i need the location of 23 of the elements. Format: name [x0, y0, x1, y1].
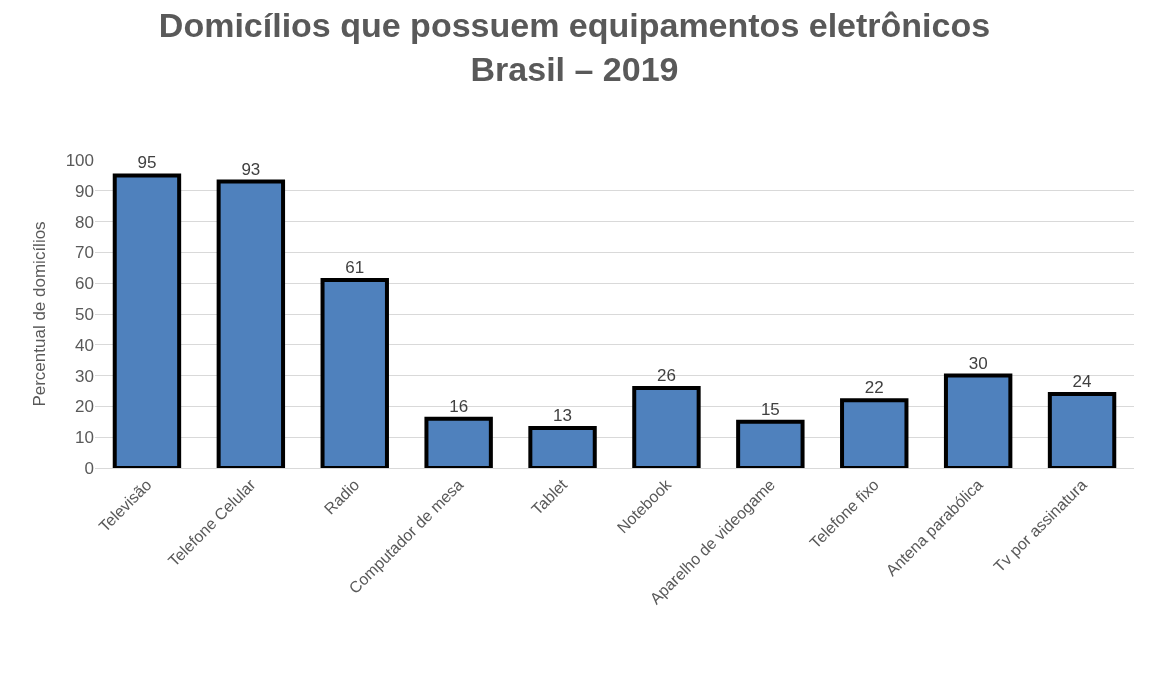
y-tick-label: 90 [75, 181, 94, 201]
data-label: 61 [345, 258, 365, 278]
y-tick-label: 0 [84, 458, 94, 478]
data-label: 13 [553, 405, 573, 425]
y-tick-label: 20 [75, 397, 94, 417]
y-tick-label: 100 [65, 150, 94, 170]
data-label: 15 [760, 399, 780, 419]
y-tick-label: 80 [75, 212, 94, 232]
y-tick-label: 30 [75, 366, 94, 386]
data-label: 22 [864, 378, 884, 398]
data-label: 26 [656, 365, 676, 385]
data-label: 93 [241, 159, 261, 179]
y-tick-label: 50 [75, 304, 94, 324]
data-label: 95 [137, 153, 157, 173]
data-label: 16 [449, 396, 469, 416]
y-tick-label: 10 [75, 428, 94, 448]
y-tick-label: 40 [75, 335, 94, 355]
data-label: 24 [1072, 372, 1092, 392]
y-tick-label: 70 [75, 243, 94, 263]
data-label: 30 [968, 353, 988, 373]
y-tick-label: 60 [75, 274, 94, 294]
y-axis-title: Percentual de domicílios [30, 221, 50, 407]
chart-title: Domicílios que possuem equipamentos eletrônicos Brasil – 2019 [158, 6, 991, 89]
